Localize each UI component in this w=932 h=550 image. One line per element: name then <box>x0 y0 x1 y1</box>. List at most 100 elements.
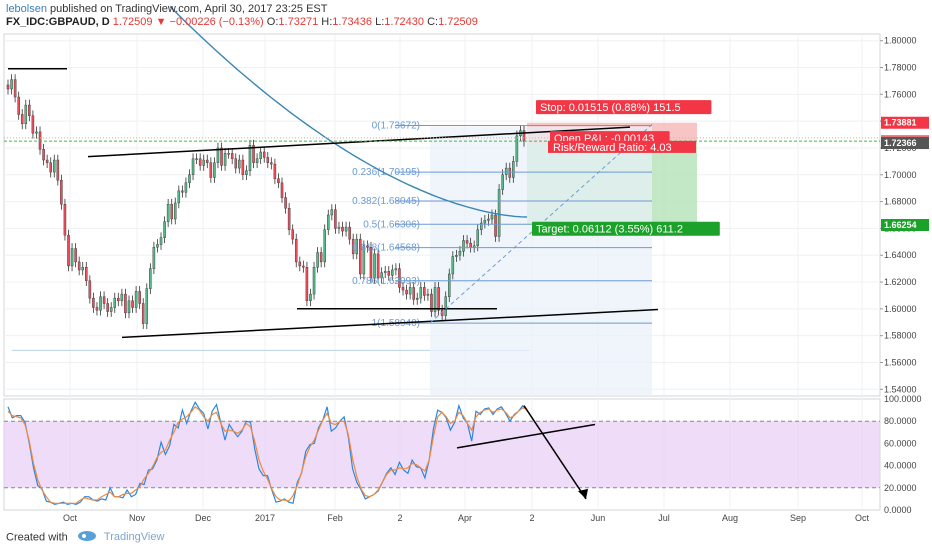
price-label-box <box>881 137 929 150</box>
candle-body <box>415 297 419 300</box>
candle-body <box>298 261 302 267</box>
stoch-tick-label: 80.0000 <box>884 416 917 426</box>
candle-body <box>206 159 209 163</box>
published-text: published on TradingView.com, April 30, … <box>50 3 328 15</box>
candle-body <box>522 130 526 142</box>
candle-body <box>45 159 49 163</box>
candle-body <box>67 234 70 267</box>
candle-body <box>77 261 81 271</box>
candle-body <box>92 297 95 308</box>
candle-body <box>476 229 479 247</box>
candle-body <box>294 238 298 263</box>
candle-body <box>170 204 173 220</box>
fib-level-label: 0.618(1.64568) <box>352 243 420 254</box>
candle-body <box>515 135 519 162</box>
price-tick-label: 1.78000 <box>884 63 917 73</box>
candle-body <box>245 170 248 175</box>
candle-body <box>359 238 362 275</box>
stoch-tick-label: 0.0000 <box>884 505 912 515</box>
candle-body <box>277 178 280 184</box>
candle-body <box>13 79 17 98</box>
candle-body <box>376 253 380 279</box>
candle-body <box>141 303 145 324</box>
price-tick-label: 1.64000 <box>884 250 917 260</box>
candle-body <box>24 104 28 125</box>
candle-body <box>230 153 234 159</box>
candle-body <box>53 159 56 173</box>
time-tick-label: 2017 <box>255 513 275 523</box>
low-label: L: <box>375 16 385 28</box>
candle-body <box>106 303 109 312</box>
candle-body <box>316 252 319 268</box>
candle-body <box>472 245 476 248</box>
tradingview-logo-icon[interactable] <box>77 530 97 545</box>
author-link[interactable]: lebolsen <box>6 3 47 15</box>
candle-body <box>213 162 216 178</box>
time-tick-label: 2 <box>397 513 402 523</box>
price-tick-label: 1.58000 <box>884 331 917 341</box>
candle-body <box>448 273 451 297</box>
candle-body <box>166 204 170 222</box>
price-tick-label: 1.54000 <box>884 384 917 394</box>
stoch-arrow-shaft <box>523 405 587 500</box>
candle-body <box>138 291 141 304</box>
candle-body <box>109 307 113 312</box>
candle-body <box>266 157 270 163</box>
candle-body <box>330 209 334 216</box>
candle-body <box>262 151 266 158</box>
stop-label-group: Stop: 0.01515 (0.88%) 151.5 <box>536 100 712 115</box>
stop-label: Stop: 0.01515 (0.88%) 151.5 <box>540 102 681 114</box>
candle-body <box>70 248 74 267</box>
symbol-label[interactable]: FX_IDC:GBPAUD, D <box>6 16 110 28</box>
candle-body <box>394 268 398 271</box>
candle-body <box>309 293 312 302</box>
price-tick-label: 1.80000 <box>884 36 917 46</box>
tradingview-brand[interactable]: TradingView <box>103 531 165 544</box>
open-value: 1.73271 <box>278 16 319 28</box>
open-label: O: <box>266 16 279 28</box>
time-tick-label: Jun <box>591 513 606 523</box>
candle-body <box>223 153 227 166</box>
candle-body <box>270 162 273 165</box>
candle-body <box>220 147 223 166</box>
time-tick-label: Oct <box>63 513 78 523</box>
candle-body <box>287 208 291 230</box>
candle-body <box>209 162 213 178</box>
price-tick-label: 1.62000 <box>884 277 917 287</box>
candle-body <box>284 197 287 209</box>
chart-header: lebolsen published on TradingView.com, A… <box>4 0 924 32</box>
candle-body <box>458 250 462 256</box>
candle-body <box>202 159 205 166</box>
candle-body <box>195 158 198 160</box>
candle-body <box>501 174 504 190</box>
candle-body <box>334 209 337 229</box>
price-label: 1.73881 <box>884 118 917 128</box>
candle-body <box>408 287 412 295</box>
candle-body <box>149 268 152 289</box>
candle-body <box>369 246 373 279</box>
candle-body <box>465 240 469 244</box>
rr-label-box <box>548 140 696 153</box>
candle-body <box>152 246 156 269</box>
candle-body <box>291 229 294 240</box>
candle-body <box>227 153 230 155</box>
candle-body <box>181 190 184 193</box>
candle-body <box>28 104 31 116</box>
stoch-arrow-head <box>578 488 588 499</box>
last-price: 1.72509 <box>112 16 153 28</box>
stoch-tick-label: 60.0000 <box>884 438 917 448</box>
price-change: ▼ −0.00226 (−0.13%) <box>155 16 264 28</box>
candle-body <box>373 253 376 279</box>
support-trendline <box>121 308 659 339</box>
overlays: 0(1.73672) 0.236(1.70195) 0.382(1.68045) 0.… <box>4 6 880 339</box>
candle-body <box>35 131 38 134</box>
publish-line: lebolsen published on TradingView.com, A… <box>6 2 327 16</box>
candle-body <box>241 159 245 175</box>
candle-body <box>323 229 326 263</box>
candle-body <box>124 293 127 314</box>
candle-body <box>81 267 84 271</box>
candle-body <box>85 267 88 281</box>
fib-level-label: 0.382(1.68045) <box>352 196 420 207</box>
candle-body <box>383 271 387 273</box>
time-tick-label: Nov <box>129 513 146 523</box>
